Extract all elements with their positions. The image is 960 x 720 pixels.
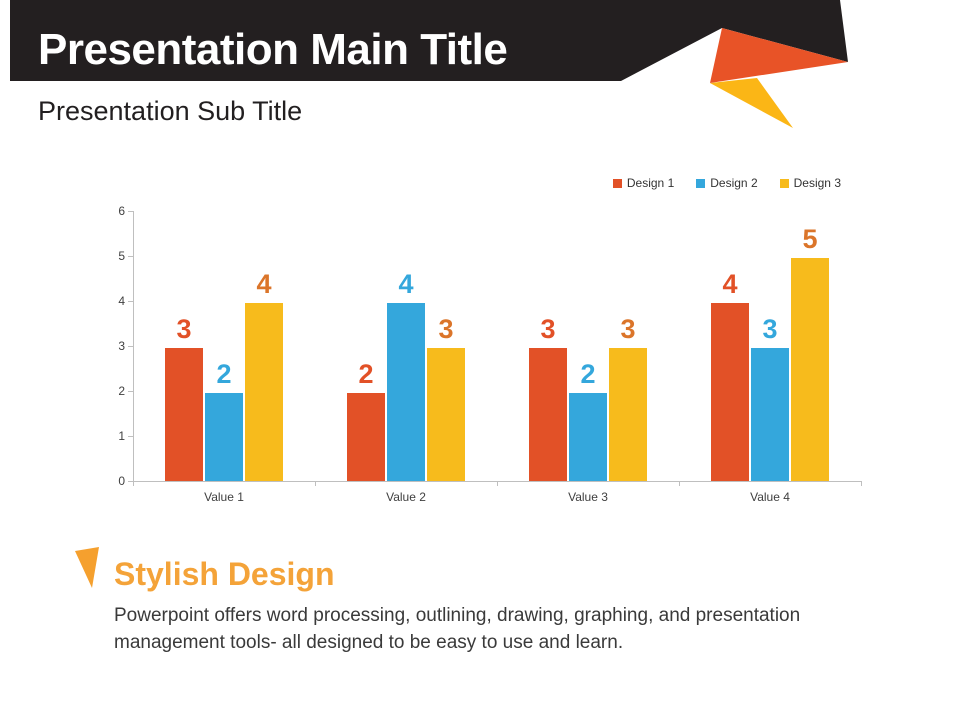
bar-value-label: 2: [358, 359, 374, 389]
main-title: Presentation Main Title: [38, 25, 508, 74]
legend-item: Design 2: [696, 176, 758, 190]
bar-value-label: 5: [802, 224, 818, 254]
bar: [387, 303, 425, 481]
bar: [711, 303, 749, 481]
bar-value-label: 2: [216, 359, 232, 389]
y-axis-label: 5: [118, 249, 125, 263]
section-body-line-1: Powerpoint offers word processing, outli…: [114, 605, 801, 626]
bar: [427, 348, 465, 481]
header-art: [10, 0, 848, 128]
bar-value-label: 3: [438, 314, 454, 344]
bar: [569, 393, 607, 481]
bar: [245, 303, 283, 481]
y-axis-tick: [128, 256, 133, 257]
y-axis-tick: [128, 301, 133, 302]
legend-label: Design 2: [710, 176, 758, 190]
legend-item: Design 3: [779, 176, 841, 190]
legend-swatch: [696, 178, 706, 188]
y-axis-label: 4: [118, 294, 125, 308]
section-heading: Stylish Design: [114, 556, 335, 592]
y-axis-label: 0: [118, 474, 125, 488]
bar: [751, 348, 789, 481]
bar-value-label: 3: [540, 314, 556, 344]
bar: [529, 348, 567, 481]
x-axis-category-label: Value 1: [204, 490, 244, 504]
x-axis-tick: [315, 481, 316, 486]
x-axis-tick: [861, 481, 862, 486]
y-axis-label: 3: [118, 339, 125, 353]
x-axis-tick: [497, 481, 498, 486]
x-axis-tick: [133, 481, 134, 486]
x-axis-tick: [679, 481, 680, 486]
y-axis-tick: [128, 211, 133, 212]
bar-value-label: 3: [762, 314, 778, 344]
x-axis-category-label: Value 4: [750, 490, 790, 504]
bar-value-label: 4: [256, 269, 272, 299]
legend-swatch: [612, 178, 622, 188]
bar-value-label: 3: [176, 314, 192, 344]
y-axis-tick: [128, 481, 133, 482]
y-axis-label: 2: [118, 384, 125, 398]
legend-label: Design 3: [793, 176, 841, 190]
origami-yellow-triangle: [710, 78, 793, 128]
bar: [347, 393, 385, 481]
banner-ribbon: [10, 0, 848, 81]
bar: [165, 348, 203, 481]
legend-label: Design 1: [626, 176, 675, 190]
y-axis-label: 6: [118, 204, 125, 218]
y-axis-label: 1: [118, 429, 125, 443]
sub-title: Presentation Sub Title: [38, 96, 303, 126]
x-axis-category-label: Value 2: [386, 490, 426, 504]
chart-legend: Design 1 Design 2 Design 3: [612, 176, 841, 190]
x-axis-category-label: Value 3: [568, 490, 608, 504]
bar-value-label: 2: [580, 359, 596, 389]
section-art: [75, 547, 99, 588]
y-axis-line: [133, 211, 134, 481]
section-body-line-2: management tools- all designed to be eas…: [114, 632, 624, 653]
legend-swatch: [779, 178, 789, 188]
bar: [791, 258, 829, 481]
bar-value-label: 4: [722, 269, 738, 299]
bar: [205, 393, 243, 481]
y-axis-tick: [128, 436, 133, 437]
y-axis-tick: [128, 391, 133, 392]
bar-value-label: 4: [398, 269, 414, 299]
bar-value-label: 3: [620, 314, 636, 344]
bar: [609, 348, 647, 481]
origami-orange-triangle: [710, 28, 848, 83]
legend-item: Design 1: [612, 176, 675, 190]
heading-orange-triangle-icon: [75, 547, 99, 588]
y-axis-tick: [128, 346, 133, 347]
